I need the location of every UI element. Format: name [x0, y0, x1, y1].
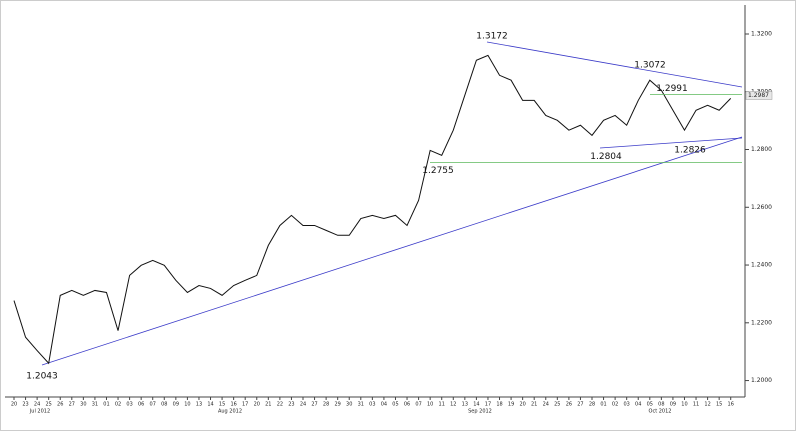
- annotation: 1.3072: [634, 60, 666, 70]
- x-tick-label: 22: [277, 402, 283, 408]
- x-tick-label: 15: [716, 402, 722, 408]
- x-tick-label: 20: [254, 402, 260, 408]
- x-tick-label: 13: [462, 402, 468, 408]
- x-tick-label: 07: [150, 402, 156, 408]
- x-tick-label: 13: [196, 402, 202, 408]
- x-tick-label: 03: [126, 402, 132, 408]
- x-tick-label: 17: [242, 402, 248, 408]
- y-tick-label: 1.2400: [751, 262, 772, 269]
- x-tick-label: 02: [612, 402, 618, 408]
- x-tick-label: 08: [161, 402, 167, 408]
- x-tick-label: 09: [173, 402, 179, 408]
- annotation: 1.2826: [674, 146, 706, 156]
- x-tick-label: 25: [554, 402, 560, 408]
- outer-frame: [0, 0, 796, 431]
- x-tick-label: 14: [207, 402, 213, 408]
- x-tick-label: 27: [69, 402, 75, 408]
- price-line: [13, 54, 732, 365]
- x-tick-label: 26: [57, 402, 63, 408]
- x-tick-label: 21: [265, 402, 271, 408]
- annotation: 1.2755: [422, 166, 454, 176]
- x-tick-label: 01: [103, 402, 109, 408]
- x-tick-label: 10: [184, 402, 190, 408]
- x-tick-label: 08: [658, 402, 664, 408]
- x-tick-label: 30: [346, 402, 352, 408]
- x-tick-label: 15: [219, 402, 225, 408]
- x-tick-label: 23: [288, 402, 294, 408]
- x-tick-label: 17: [485, 402, 491, 408]
- x-tick-label: 02: [115, 402, 121, 408]
- x-tick-label: 09: [670, 402, 676, 408]
- y-tick-label: 1.2600: [751, 204, 772, 211]
- x-tick-label: 27: [577, 402, 583, 408]
- x-tick-label: 18: [496, 402, 502, 408]
- x-tick-label: 16: [728, 402, 734, 408]
- x-tick-label: 28: [589, 402, 595, 408]
- x-tick-label: 21: [531, 402, 537, 408]
- month-label: Sep 2012: [468, 409, 492, 415]
- x-tick-label: 27: [311, 402, 317, 408]
- x-tick-label: 20: [11, 402, 17, 408]
- trendline: [599, 137, 743, 149]
- x-tick-label: 03: [369, 402, 375, 408]
- x-tick-label: 06: [138, 402, 144, 408]
- x-tick-label: 24: [543, 402, 549, 408]
- x-tick-label: 29: [334, 402, 340, 408]
- month-label: Jul 2012: [29, 409, 50, 415]
- x-tick-label: 25: [45, 402, 51, 408]
- annotation: 1.3172: [476, 32, 508, 42]
- month-label: Oct 2012: [649, 409, 672, 415]
- x-tick-label: 28: [323, 402, 329, 408]
- x-tick-label: 05: [647, 402, 653, 408]
- x-tick-label: 03: [623, 402, 629, 408]
- month-label: Aug 2012: [218, 409, 242, 415]
- x-tick-label: 10: [681, 402, 687, 408]
- x-tick-label: 10: [427, 402, 433, 408]
- x-tick-label: 31: [358, 402, 364, 408]
- x-tick-label: 23: [22, 402, 28, 408]
- last-price-box: [745, 91, 773, 100]
- y-tick-label: 1.2200: [751, 319, 772, 326]
- x-tick-label: 12: [704, 402, 710, 408]
- trendline: [486, 41, 743, 88]
- x-tick-label: 04: [635, 402, 641, 408]
- x-tick-label: 20: [519, 402, 525, 408]
- x-tick-label: 16: [230, 402, 236, 408]
- trendline: [41, 136, 743, 366]
- x-tick-label: 04: [381, 402, 387, 408]
- y-tick-label: 1.2000: [751, 377, 772, 384]
- x-tick-label: 06: [404, 402, 410, 408]
- annotation: 1.2043: [26, 372, 58, 382]
- x-tick-label: 24: [34, 402, 40, 408]
- x-tick-label: 30: [80, 402, 86, 408]
- annotation: 1.2991: [656, 84, 688, 94]
- x-tick-label: 11: [693, 402, 699, 408]
- x-tick-label: 31: [92, 402, 98, 408]
- annotation: 1.2804: [590, 152, 622, 162]
- x-tick-label: 19: [508, 402, 514, 408]
- x-tick-label: 26: [566, 402, 572, 408]
- x-tick-label: 05: [392, 402, 398, 408]
- y-tick-label: 1.2800: [751, 146, 772, 153]
- y-tick-label: 1.3200: [751, 30, 772, 37]
- x-tick-label: 24: [300, 402, 306, 408]
- x-tick-label: 07: [415, 402, 421, 408]
- last-price-label: 1.2987: [748, 92, 769, 99]
- x-tick-label: 14: [473, 402, 479, 408]
- x-tick-label: 01: [600, 402, 606, 408]
- x-tick-label: 12: [450, 402, 456, 408]
- x-tick-label: 11: [439, 402, 445, 408]
